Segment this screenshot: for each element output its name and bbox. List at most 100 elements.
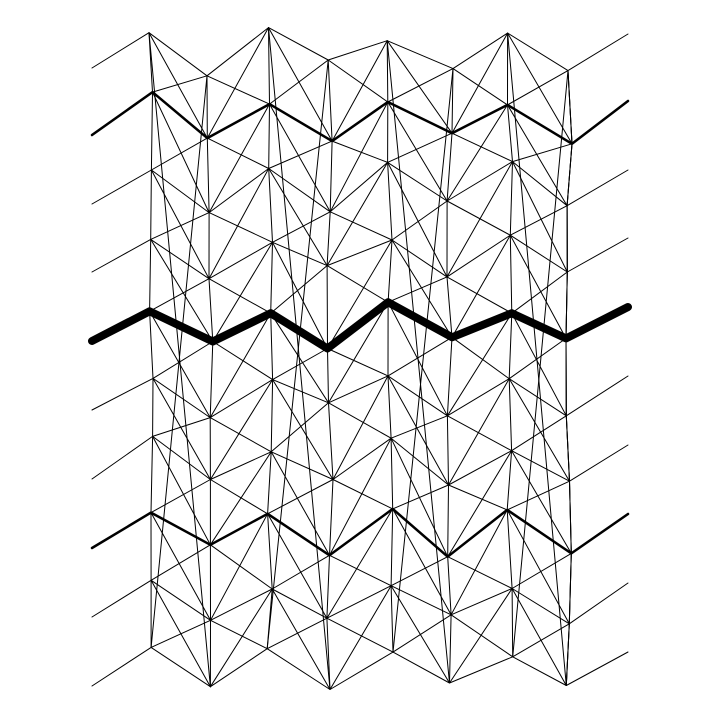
mesh-edge xyxy=(272,379,329,404)
mesh-edge xyxy=(565,415,570,482)
mesh-edge xyxy=(206,27,269,77)
mesh-edge xyxy=(328,402,334,480)
mesh-edge xyxy=(447,556,452,616)
mesh-edge xyxy=(449,656,514,684)
highlighted-polylines xyxy=(88,90,632,558)
mesh-edge xyxy=(150,75,208,648)
mesh-edge xyxy=(329,211,393,241)
mesh-edge xyxy=(447,484,449,558)
mesh-edge xyxy=(209,544,273,590)
mesh-edge xyxy=(91,32,150,69)
mesh-edge xyxy=(209,312,272,419)
mesh-edge xyxy=(449,588,513,684)
mesh-edge xyxy=(448,450,513,486)
mesh-edge xyxy=(326,617,394,653)
mesh-edge xyxy=(332,437,392,480)
mesh-edge xyxy=(567,70,573,145)
mesh-edge xyxy=(326,161,389,267)
mesh-edge xyxy=(210,619,268,650)
mesh-edge xyxy=(150,137,208,171)
mesh-edge xyxy=(508,337,567,380)
mesh-edge xyxy=(267,479,334,515)
mesh-edge xyxy=(270,312,274,381)
mesh-edge xyxy=(387,276,448,303)
mesh-edge xyxy=(271,588,331,690)
mesh-edge xyxy=(386,40,450,684)
mesh-edge xyxy=(209,588,273,688)
mesh-edge xyxy=(272,241,328,349)
mesh-edge xyxy=(391,239,453,338)
mesh-edge xyxy=(446,200,511,236)
mesh-edge xyxy=(387,161,448,202)
mesh-edge xyxy=(329,554,392,587)
mesh-edge xyxy=(509,234,567,339)
mesh-edge xyxy=(150,169,210,214)
mesh-edge xyxy=(269,103,331,213)
mesh-edge xyxy=(268,168,331,213)
mesh-edge xyxy=(512,161,568,207)
mesh-edge xyxy=(565,623,570,686)
mesh-edge xyxy=(326,508,394,619)
mesh-edge xyxy=(450,588,513,616)
mesh-edge xyxy=(149,310,154,379)
mesh-edge xyxy=(327,59,333,142)
mesh-edge xyxy=(452,68,508,106)
mesh-edge xyxy=(392,68,454,653)
mesh-edge xyxy=(512,623,570,658)
mesh-edge xyxy=(150,212,210,240)
mesh-edge xyxy=(327,348,329,404)
mesh-edge xyxy=(331,40,388,142)
mesh-edge xyxy=(509,161,513,236)
mesh-edge xyxy=(509,234,513,314)
mesh-edge xyxy=(266,617,328,650)
mesh-edge xyxy=(511,312,567,417)
mesh-edge xyxy=(208,103,270,214)
mesh-edge xyxy=(387,336,453,377)
mesh-edge xyxy=(387,375,392,439)
mesh-edge xyxy=(507,32,573,145)
mesh-edge xyxy=(332,375,389,480)
mesh-edge xyxy=(512,70,569,658)
mesh-edge xyxy=(209,479,269,515)
mesh-edge xyxy=(446,415,513,452)
mesh-edge xyxy=(446,312,513,417)
mesh-edge xyxy=(446,161,513,278)
mesh-edge xyxy=(446,415,449,486)
mesh-edge xyxy=(149,278,210,312)
mesh-edge xyxy=(268,168,328,267)
mesh-edge xyxy=(326,211,331,267)
mesh-edge xyxy=(451,336,510,380)
mesh-lines xyxy=(91,27,629,690)
mesh-edge xyxy=(209,379,274,419)
mesh-edge xyxy=(387,101,448,202)
mesh-edge xyxy=(91,169,152,205)
mesh-edge xyxy=(511,588,514,658)
mesh-edge xyxy=(450,509,508,616)
mesh-edge xyxy=(208,168,270,214)
highlighted-polyline xyxy=(90,90,630,146)
mesh-edge xyxy=(446,276,453,338)
mesh-edge xyxy=(506,509,513,589)
mesh-edge xyxy=(447,450,513,558)
mesh-edge xyxy=(565,375,629,417)
mesh-edge xyxy=(447,556,513,589)
mesh-edge xyxy=(451,32,509,134)
highlighted-polyline xyxy=(88,298,632,353)
mesh-edge xyxy=(270,265,328,314)
mesh-edge xyxy=(446,378,510,417)
mesh-edge xyxy=(512,161,568,273)
mesh-edge xyxy=(91,646,152,687)
mesh-edge xyxy=(152,377,211,480)
mesh-edge xyxy=(507,104,513,163)
mesh-edge xyxy=(451,68,454,134)
mesh-edge xyxy=(390,437,394,510)
mesh-edge xyxy=(150,435,154,514)
mesh-edge xyxy=(208,241,273,280)
mesh-edge xyxy=(326,239,393,267)
mesh-edge xyxy=(507,32,567,686)
mesh-edge xyxy=(150,646,211,688)
mesh-edge xyxy=(512,143,573,163)
mesh-edge xyxy=(390,437,449,486)
mesh-edge xyxy=(150,579,211,621)
mesh-edge xyxy=(569,444,629,482)
